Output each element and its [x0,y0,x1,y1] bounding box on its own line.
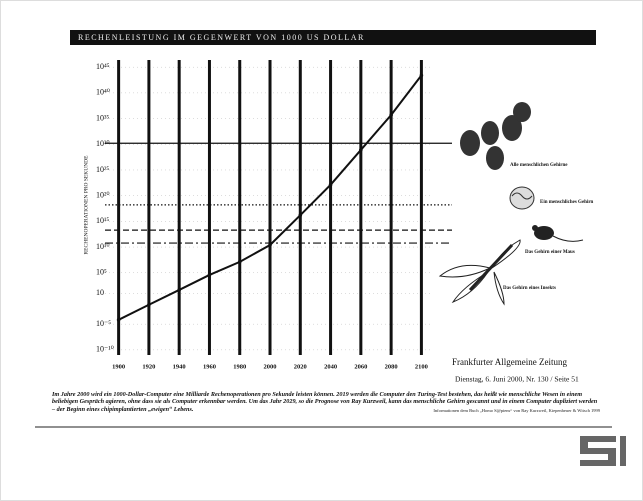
data-point [116,318,121,322]
title-bar [70,30,596,45]
x-tick-label: 2100 [415,363,428,370]
x-tick-label: 1980 [233,363,246,370]
x-tick-label: 2040 [324,363,337,370]
reference-label: Das Gehirn eines Insekts [503,286,556,291]
data-point [389,113,393,117]
data-point [147,302,151,307]
x-tick-label: 2060 [354,363,367,370]
y-tick-label: 10³⁰ [96,139,110,148]
source: Frankfurter Allgemeine Zeitung [452,357,567,367]
heads-illustration [460,102,531,170]
data-point [359,148,363,152]
y-tick-label: 10⁴⁰ [96,88,110,97]
x-tick-label: 1900 [112,363,125,370]
y-tick-label: 10 [96,288,104,297]
logo [580,436,626,466]
x-tick-label: 1940 [173,363,186,370]
y-tick-label: 10⁵ [96,268,107,277]
y-tick-label: 10¹⁰ [96,242,110,251]
data-point [207,273,212,277]
chart-title: RECHENLEISTUNG IM GEGENWERT VON 1000 US … [78,33,365,42]
mouse-illustration [532,225,584,242]
y-tick-label: 10⁻⁵ [96,319,111,328]
x-tick-label: 2080 [385,363,398,370]
date: Dienstag, 6. Juni 2000, Nr. 130 / Seite … [455,375,579,384]
data-point [237,260,242,264]
reference-label: Alle menschlichen Gehirne [510,163,568,168]
y-tick-label: 10²⁵ [96,165,109,174]
x-tick-label: 2020 [294,363,307,370]
y-tick-label: 10²⁰ [96,191,110,200]
reference-label: Das Gehirn einer Maus [525,250,575,255]
credit: Informationen dem Buch „Homo S@piens“ vo… [433,408,600,413]
x-tick-label: 2000 [264,363,277,370]
data-point [328,183,333,187]
brain-illustration [509,186,535,210]
caption: Im Jahre 2000 wird ein 1000-Dollar-Compu… [52,391,598,413]
y-tick-label: 10³⁵ [96,113,109,122]
y-axis-label: RECHENOPERATIONEN PRO SEKUNDE [83,155,89,255]
reference-label: Ein menschliches Gehirn [540,200,594,205]
data-point [268,243,272,247]
x-tick-label: 1960 [203,363,216,370]
x-tick-label: 1920 [142,363,155,370]
y-tick-label: 10⁻¹⁰ [96,345,114,354]
data-point [298,213,303,217]
data-point [177,288,181,292]
insect-illustration [438,239,521,306]
y-tick-label: 10¹⁵ [96,216,109,225]
y-tick-label: 10⁴⁵ [96,62,110,71]
data-point [419,73,424,78]
